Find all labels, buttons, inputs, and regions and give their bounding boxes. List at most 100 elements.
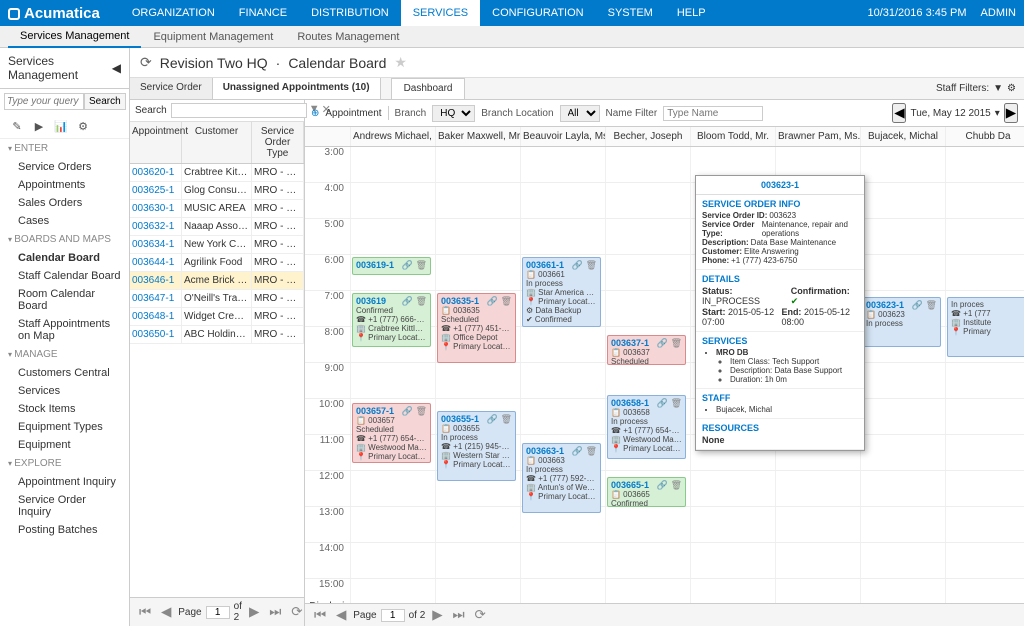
calendar-cell[interactable] bbox=[945, 579, 1024, 603]
calendar-cell[interactable] bbox=[860, 471, 945, 506]
nav-section-header[interactable]: ENTER bbox=[0, 139, 129, 158]
calendar-cell[interactable] bbox=[945, 435, 1024, 470]
add-appointment-label[interactable]: Appointment bbox=[325, 108, 381, 119]
calendar-cell[interactable] bbox=[605, 543, 690, 578]
calendar-appointment[interactable]: 🔗 🗑003623-1📋 003623In process bbox=[862, 297, 941, 347]
calendar-date[interactable]: Tue, May 12 2015 bbox=[910, 108, 990, 119]
calendar-cell[interactable] bbox=[350, 471, 435, 506]
calendar-cell[interactable] bbox=[945, 363, 1024, 398]
calendar-cell[interactable] bbox=[350, 507, 435, 542]
calendar-appointment[interactable]: 🔗 🗑003665-1📋 003665Confirmed bbox=[607, 477, 686, 507]
calendar-cell[interactable] bbox=[860, 363, 945, 398]
appt-row[interactable]: 003625-1Glog ConsultingMRO - Mainte... bbox=[130, 182, 304, 200]
staff-column-header[interactable]: Chubb Da bbox=[945, 127, 1024, 146]
nav-item[interactable]: Customers Central bbox=[0, 364, 129, 382]
refresh-icon[interactable]: ⟳ bbox=[140, 54, 152, 71]
nav-item[interactable]: Stock Items bbox=[0, 400, 129, 418]
topnav-distribution[interactable]: DISTRIBUTION bbox=[299, 0, 401, 26]
calendar-appointment[interactable]: 🔗 🗑003657-1📋 003657Scheduled☎ +1 (777) 6… bbox=[352, 403, 431, 463]
dashboard-tab[interactable]: Dashboard bbox=[391, 78, 466, 99]
filter-settings-icon[interactable]: ⚙ bbox=[1007, 83, 1016, 94]
calendar-cell[interactable] bbox=[435, 363, 520, 398]
panel-tab[interactable]: Unassigned Appointments (10) bbox=[213, 78, 381, 99]
calendar-appointment[interactable]: 🔗 🗑003637-1📋 003637Scheduled bbox=[607, 335, 686, 365]
calendar-cell[interactable] bbox=[435, 507, 520, 542]
calendar-cell[interactable] bbox=[690, 543, 775, 578]
topnav-help[interactable]: HELP bbox=[665, 0, 718, 26]
calendar-cell[interactable] bbox=[945, 183, 1024, 218]
calendar-cell[interactable] bbox=[605, 147, 690, 182]
calendar-cell[interactable] bbox=[605, 219, 690, 254]
calendar-cell[interactable] bbox=[860, 435, 945, 470]
appt-row[interactable]: 003650-1ABC Holdings ...MRO - Mainte... bbox=[130, 326, 304, 344]
calendar-cell[interactable] bbox=[520, 543, 605, 578]
filter-icon[interactable]: ▼ bbox=[993, 83, 1003, 94]
nav-item[interactable]: Services bbox=[0, 382, 129, 400]
calendar-cell[interactable] bbox=[690, 579, 775, 603]
gear-icon[interactable]: ⚙ bbox=[74, 118, 92, 134]
subnav-item[interactable]: Services Management bbox=[8, 26, 141, 48]
calendar-cell[interactable] bbox=[520, 183, 605, 218]
calendar-cell[interactable] bbox=[775, 507, 860, 542]
calendar-cell[interactable] bbox=[520, 399, 605, 434]
nav-item[interactable]: Appointment Inquiry bbox=[0, 473, 129, 491]
calendar-cell[interactable] bbox=[690, 507, 775, 542]
cal-pager-page-input[interactable] bbox=[381, 609, 405, 622]
staff-column-header[interactable]: Beauvoir Layla, Ms. bbox=[520, 127, 605, 146]
staff-column-header[interactable]: Andrews Michael, Mr. bbox=[350, 127, 435, 146]
calendar-cell[interactable] bbox=[520, 579, 605, 603]
calendar-cell[interactable] bbox=[350, 183, 435, 218]
nav-item[interactable]: Staff Calendar Board bbox=[0, 267, 129, 285]
calendar-cell[interactable] bbox=[520, 327, 605, 362]
calendar-appointment[interactable]: 🔗 🗑003635-1📋 003635Scheduled☎ +1 (777) 4… bbox=[437, 293, 516, 363]
calendar-cell[interactable] bbox=[350, 579, 435, 603]
pager-page-input[interactable] bbox=[206, 606, 230, 619]
cal-pager-next[interactable]: ▶ bbox=[429, 607, 445, 623]
panel-tab[interactable]: Service Order bbox=[130, 78, 213, 99]
pager-next[interactable]: ▶ bbox=[246, 604, 262, 620]
subnav-item[interactable]: Routes Management bbox=[285, 26, 411, 48]
favorite-icon[interactable]: ★ bbox=[394, 54, 407, 71]
appt-search-input[interactable] bbox=[171, 103, 307, 118]
nav-item[interactable]: Calendar Board bbox=[0, 249, 129, 267]
cal-pager-first[interactable]: ⏮ bbox=[311, 607, 329, 623]
date-prev[interactable]: ◀ bbox=[892, 103, 906, 123]
collapse-icon[interactable]: ◀ bbox=[112, 61, 121, 75]
calendar-appointment[interactable]: 🔗 🗑003619Confirmed☎ +1 (777) 666-8044 ..… bbox=[352, 293, 431, 347]
calendar-cell[interactable] bbox=[945, 255, 1024, 290]
topnav-organization[interactable]: ORGANIZATION bbox=[120, 0, 227, 26]
appt-row[interactable]: 003646-1Acme Brick Co...MRO - Mainte... bbox=[130, 272, 304, 290]
date-dropdown-icon[interactable]: ▾ bbox=[995, 108, 1000, 119]
nav-item[interactable]: Service Order Inquiry bbox=[0, 491, 129, 521]
calendar-cell[interactable] bbox=[520, 363, 605, 398]
topnav-system[interactable]: SYSTEM bbox=[596, 0, 665, 26]
nav-item[interactable]: Equipment Types bbox=[0, 418, 129, 436]
appt-row[interactable]: 003620-1Crabtree Kittle...MRO - Mainte..… bbox=[130, 164, 304, 182]
calendar-cell[interactable] bbox=[350, 219, 435, 254]
calendar-cell[interactable] bbox=[860, 543, 945, 578]
calendar-cell[interactable] bbox=[605, 363, 690, 398]
calendar-appointment[interactable]: 🔗 🗑003658-1📋 003658In process☎ +1 (777) … bbox=[607, 395, 686, 459]
nav-section-header[interactable]: EXPLORE bbox=[0, 454, 129, 473]
nav-item[interactable]: Sales Orders bbox=[0, 194, 129, 212]
calendar-cell[interactable] bbox=[435, 543, 520, 578]
nav-item[interactable]: Cases bbox=[0, 212, 129, 230]
calendar-cell[interactable] bbox=[435, 183, 520, 218]
calendar-cell[interactable] bbox=[350, 363, 435, 398]
calendar-cell[interactable] bbox=[435, 579, 520, 603]
calendar-cell[interactable] bbox=[605, 183, 690, 218]
calendar-cell[interactable] bbox=[945, 507, 1024, 542]
subnav-item[interactable]: Equipment Management bbox=[141, 26, 285, 48]
topnav-finance[interactable]: FINANCE bbox=[227, 0, 299, 26]
calendar-cell[interactable] bbox=[350, 147, 435, 182]
calendar-cell[interactable] bbox=[860, 255, 945, 290]
appt-row[interactable]: 003634-1New York CaresMRO - Mainte... bbox=[130, 236, 304, 254]
calendar-cell[interactable] bbox=[945, 543, 1024, 578]
add-appointment-button[interactable]: ⊕ bbox=[311, 108, 319, 119]
appt-row[interactable]: 003647-1O'Neill's TradingMRO - Mainte... bbox=[130, 290, 304, 308]
cal-pager-refresh[interactable]: ⟳ bbox=[472, 607, 489, 623]
appt-column-header[interactable]: Service Order Type bbox=[252, 122, 304, 163]
calendar-cell[interactable] bbox=[860, 183, 945, 218]
nav-item[interactable]: Room Calendar Board bbox=[0, 285, 129, 315]
pager-last[interactable]: ⏭ bbox=[266, 604, 284, 620]
